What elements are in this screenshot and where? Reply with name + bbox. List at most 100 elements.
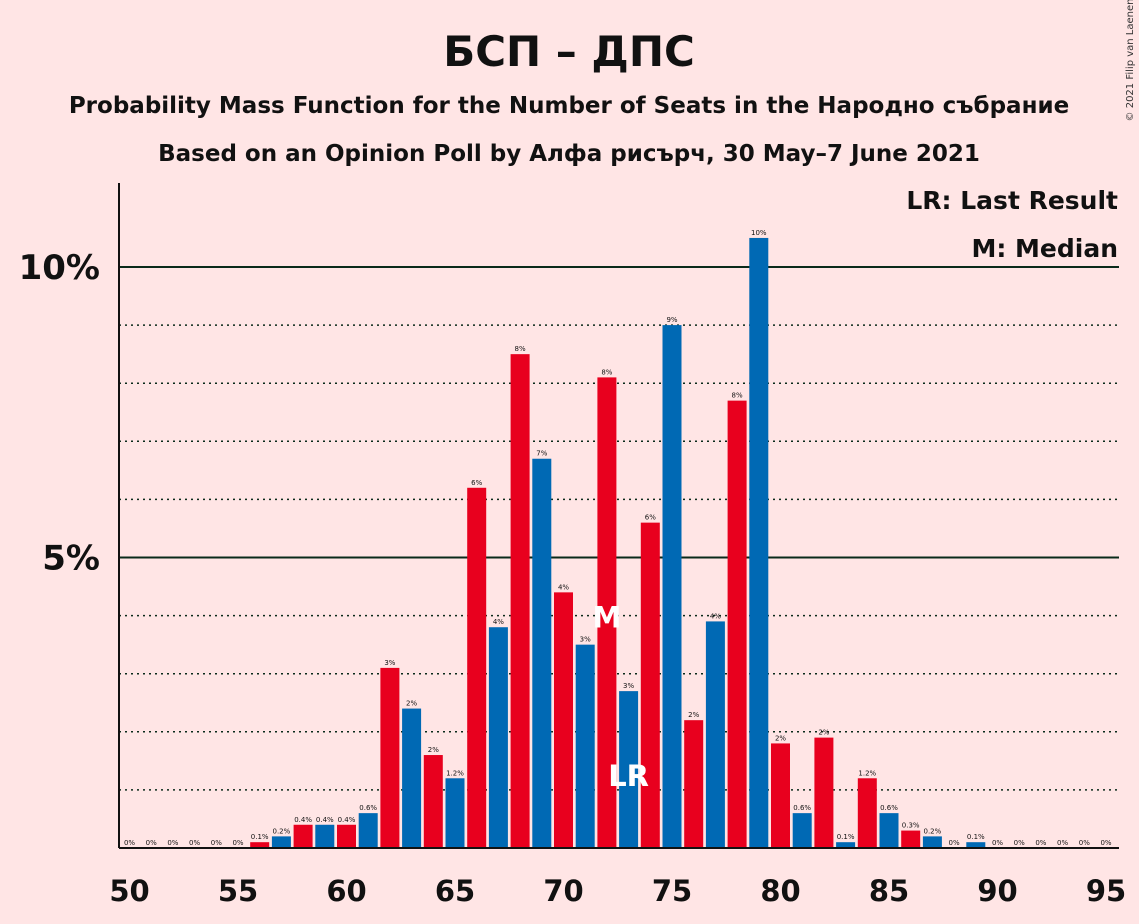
bar-57 (271, 836, 291, 848)
bar-81 (792, 813, 812, 848)
x-tick-label-85: 85 (869, 874, 909, 908)
bar-label-59: 0.4% (316, 816, 334, 824)
x-tick-label-90: 90 (977, 874, 1017, 908)
bar-label-68: 8% (515, 345, 526, 353)
median-marker: M (592, 600, 621, 634)
bar-71 (575, 644, 595, 848)
bar-84 (857, 778, 877, 848)
y-axis-ticks: 5% 10% (19, 248, 100, 579)
bar-label-74: 6% (645, 514, 656, 522)
bar-label-90: 0% (992, 839, 1003, 847)
bar-75 (662, 325, 682, 849)
bar-56 (250, 842, 270, 848)
chart-subtitle: Probability Mass Function for the Number… (69, 93, 1069, 119)
chart-source: Based on an Opinion Poll by Алфа рисърч,… (158, 141, 980, 167)
x-tick-label-95: 95 (1086, 874, 1126, 908)
markers: M LR (592, 600, 649, 793)
bar-label-88: 0% (949, 839, 960, 847)
bar-78 (727, 400, 747, 848)
bar-label-81: 0.6% (793, 804, 811, 812)
bar-label-92: 0% (1035, 839, 1046, 847)
last-result-marker: LR (608, 759, 649, 793)
bar-89 (966, 842, 986, 848)
bar-61 (358, 813, 378, 848)
bar-label-80: 2% (775, 734, 786, 742)
bar-87 (922, 836, 942, 848)
bar-58 (293, 824, 313, 848)
bar-label-69: 7% (536, 450, 547, 458)
bar-60 (337, 824, 356, 848)
copyright-note: © 2021 Filip van Laenen (1125, 0, 1136, 121)
bar-label-66: 6% (471, 479, 482, 487)
bar-69 (532, 458, 552, 848)
bar-label-56: 0.1% (251, 833, 269, 841)
bar-74 (640, 522, 660, 848)
bar-label-53: 0% (189, 839, 200, 847)
bar-labels: 0% 0% 0% 0% 0% 0%0.1%0.2%0.4% 0.4% 0.4%0.6%3%2%… (124, 229, 1112, 847)
chart-title: БСП – ДПС (443, 27, 695, 76)
x-tick-label-70: 70 (543, 874, 583, 908)
bar-label-52: 0% (167, 839, 178, 847)
bar-label-72: 8% (601, 368, 612, 376)
bar-62 (380, 667, 400, 848)
bar-83 (836, 842, 856, 848)
bar-66 (467, 487, 487, 848)
bar-label-57: 0.2% (273, 827, 291, 835)
bar-label-64: 2% (428, 746, 439, 754)
bar-76 (684, 720, 704, 848)
gridlines (119, 266, 1119, 791)
bar-68 (510, 354, 530, 848)
bar-64 (423, 755, 443, 848)
bar-label-84: 1.2% (858, 769, 876, 777)
bar-label-51: 0% (146, 839, 157, 847)
bar-label-61: 0.6% (359, 804, 377, 812)
bar-59 (315, 824, 335, 848)
bar-65 (445, 778, 465, 848)
bar-86 (901, 830, 921, 848)
bars (250, 237, 986, 849)
x-axis-ticks: 50 55 60 65 70 75 80 85 90 95 (109, 874, 1126, 908)
bar-label-65: 1.2% (446, 769, 464, 777)
bar-label-54: 0% (211, 839, 222, 847)
bar-label-50: 0% (124, 839, 135, 847)
bar-label-86: 0.3% (902, 822, 920, 830)
y-tick-label-10: 10% (19, 248, 100, 288)
bar-72 (597, 377, 617, 848)
bar-label-55: 0% (232, 839, 243, 847)
bar-label-82: 2% (818, 729, 829, 737)
bar-label-67: 4% (493, 618, 504, 626)
bar-70 (554, 592, 573, 848)
x-tick-label-50: 50 (109, 874, 149, 908)
bar-label-87: 0.2% (924, 827, 942, 835)
x-tick-label-80: 80 (760, 874, 800, 908)
bar-label-94: 0% (1079, 839, 1090, 847)
bar-label-76: 2% (688, 711, 699, 719)
bar-79 (749, 237, 769, 848)
legend-median: M: Median (971, 234, 1118, 263)
x-tick-label-55: 55 (218, 874, 258, 908)
bar-label-85: 0.6% (880, 804, 898, 812)
x-tick-label-60: 60 (326, 874, 366, 908)
bar-label-79: 10% (751, 229, 767, 237)
bar-label-93: 0% (1057, 839, 1068, 847)
bar-label-77: 4% (710, 612, 721, 620)
bar-63 (402, 708, 422, 848)
bar-label-63: 2% (406, 700, 417, 708)
bar-label-70: 4% (558, 583, 569, 591)
bar-label-71: 3% (580, 636, 591, 644)
bar-82 (814, 737, 834, 848)
bar-label-91: 0% (1014, 839, 1025, 847)
bar-label-78: 8% (732, 392, 743, 400)
x-tick-label-75: 75 (652, 874, 692, 908)
legend-last-result: LR: Last Result (906, 186, 1118, 215)
bar-label-58: 0.4% (294, 816, 312, 824)
bar-77 (705, 621, 725, 848)
bar-label-73: 3% (623, 682, 634, 690)
bar-label-75: 9% (666, 316, 677, 324)
bar-67 (488, 627, 508, 848)
bar-label-62: 3% (384, 659, 395, 667)
bar-label-95: 0% (1100, 839, 1111, 847)
bar-label-89: 0.1% (967, 833, 985, 841)
bar-80 (771, 743, 790, 848)
